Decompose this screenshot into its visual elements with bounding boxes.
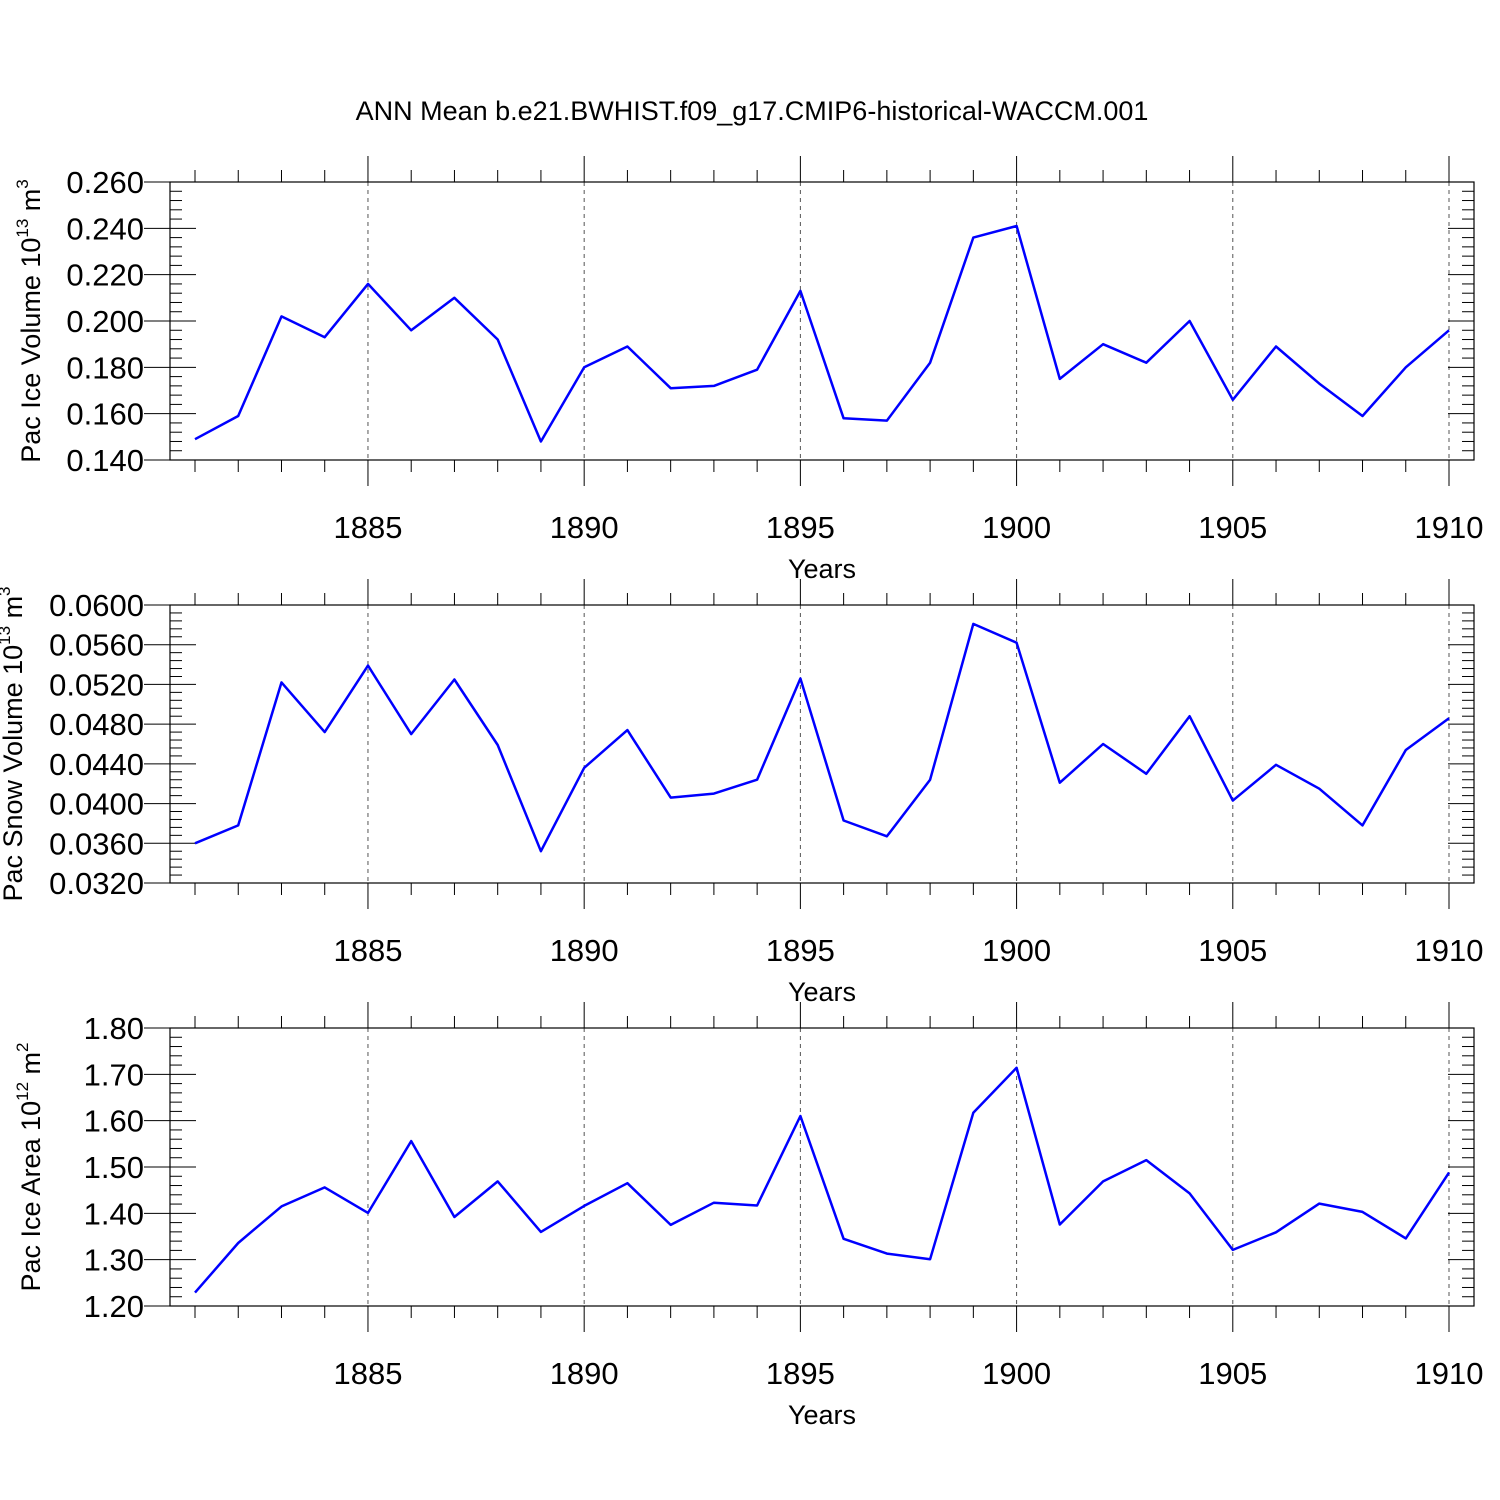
y-tick-label: 1.50 <box>84 1150 144 1185</box>
plot-frame <box>169 604 1475 884</box>
y-tick-label: 0.0520 <box>49 667 144 702</box>
series-line <box>194 224 1450 443</box>
y-tick-label: 0.240 <box>66 211 144 246</box>
y-tick-label: 0.180 <box>66 350 144 385</box>
x-tick-label: 1895 <box>766 933 835 968</box>
x-tick-label: 1905 <box>1198 1356 1267 1391</box>
x-tick-label: 1895 <box>766 1356 835 1391</box>
x-tick-label: 1900 <box>982 1356 1051 1391</box>
plot-frame <box>169 1027 1475 1307</box>
x-tick-label: 1890 <box>550 510 619 545</box>
x-tick-label: 1890 <box>550 1356 619 1391</box>
chart-panel-2: 0.0320 0.0360 0.0400 0.0440 0.0480 0.0520 0.05… <box>0 579 1483 1007</box>
y-tick-label: 0.0480 <box>49 707 144 742</box>
series-line <box>194 1066 1451 1294</box>
y-tick-label: 0.0440 <box>49 747 144 782</box>
y-axis-title: Pac Snow Volume 1013 m3 <box>0 586 28 901</box>
x-tick-label: 1885 <box>333 510 402 545</box>
x-tick-label: 1910 <box>1415 1356 1484 1391</box>
chart-title: ANN Mean b.e21.BWHIST.f09_g17.CMIP6-hist… <box>356 96 1149 126</box>
plot-frame <box>169 181 1475 461</box>
y-tick-label: 0.160 <box>66 397 144 432</box>
chart-panel-3: 1.20 1.30 1.40 1.50 1.60 1.70 1.80 1885 1890 1895… <box>13 1002 1483 1430</box>
series-line <box>194 622 1450 853</box>
y-tick-label: 1.40 <box>84 1196 144 1231</box>
y-tick-label: 0.0560 <box>49 628 144 663</box>
y-tick-label: 1.60 <box>84 1104 144 1139</box>
y-axis-title: Pac Ice Volume 1013 m3 <box>13 179 46 463</box>
y-tick-label: 0.200 <box>66 304 144 339</box>
x-tick-label: 1895 <box>766 510 835 545</box>
x-tick-label: 1900 <box>982 510 1051 545</box>
x-tick-label: 1890 <box>550 933 619 968</box>
y-tick-label: 0.140 <box>66 443 144 478</box>
y-tick-label: 1.80 <box>84 1011 144 1046</box>
x-axis-title: Years <box>788 1400 856 1430</box>
x-tick-label: 1910 <box>1415 933 1484 968</box>
y-tick-label: 0.0400 <box>49 787 144 822</box>
x-axis-title: Years <box>788 977 856 1007</box>
y-tick-label: 0.0320 <box>49 866 144 901</box>
y-tick-label: 0.220 <box>66 258 144 293</box>
y-tick-label: 1.30 <box>84 1243 144 1278</box>
x-tick-label: 1900 <box>982 933 1051 968</box>
y-tick-label: 0.0360 <box>49 826 144 861</box>
y-axis-title: Pac Ice Area 1012 m2 <box>13 1042 46 1291</box>
y-tick-label: 0.0600 <box>49 588 144 623</box>
y-tick-label: 0.260 <box>66 165 144 200</box>
x-tick-label: 1905 <box>1198 933 1267 968</box>
x-tick-label: 1885 <box>333 933 402 968</box>
x-tick-label: 1905 <box>1198 510 1267 545</box>
chart-panel-1: 0.140 0.160 0.180 0.200 0.220 0.240 0.260 1885 1… <box>13 156 1483 584</box>
y-tick-label: 1.20 <box>84 1289 144 1324</box>
x-tick-label: 1910 <box>1415 510 1484 545</box>
x-tick-label: 1885 <box>333 1356 402 1391</box>
x-axis-title: Years <box>788 554 856 584</box>
y-tick-label: 1.70 <box>84 1057 144 1092</box>
